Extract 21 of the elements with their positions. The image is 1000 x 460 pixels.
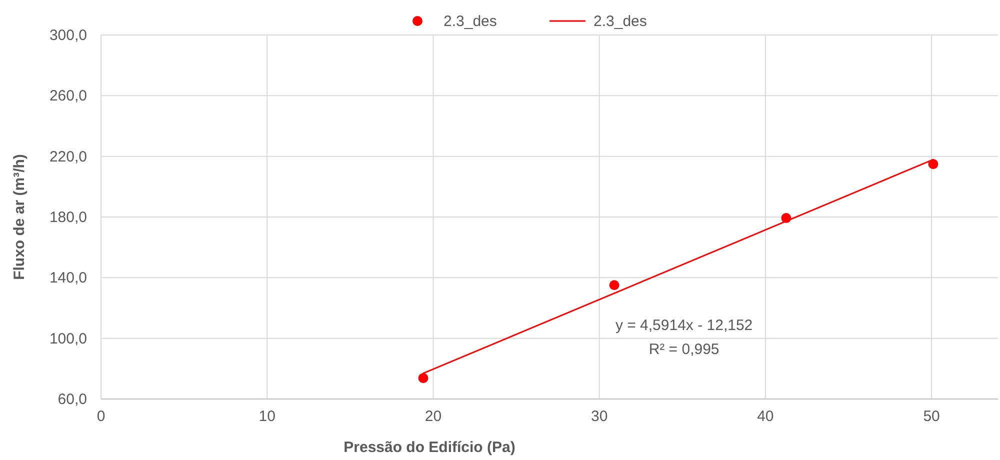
annotation: R² = 0,995 (648, 340, 720, 358)
x-tick-label: 40 (757, 408, 774, 425)
x-tick-label: 50 (923, 408, 940, 425)
x-axis-title: Pressão do Edifício (Pa) (344, 439, 516, 456)
x-tick-label: 30 (590, 408, 608, 425)
x-tick-label: 20 (424, 408, 442, 425)
x-tick-label: 0 (96, 408, 106, 425)
point (609, 280, 620, 290)
y-tick-label: 180,0 (49, 209, 87, 226)
point (418, 373, 428, 384)
y-tick-label: 140,0 (49, 270, 87, 287)
y-tick-label: 60,0 (58, 391, 87, 408)
x-tick-label: 10 (258, 408, 276, 425)
y-tick-label: 100,0 (49, 330, 87, 348)
legend-label: 2.3_des (444, 13, 497, 30)
y-tick-label: 260,0 (49, 88, 87, 105)
y-axis-title: Fluxo de ar (m³/h) (11, 154, 28, 280)
annotation: y = 4,5914x - 12,152 (615, 316, 753, 334)
legend-label: 2.3_des (594, 13, 647, 30)
y-tick-label: 300,0 (49, 27, 87, 44)
y-tick-label: 220,0 (49, 148, 87, 166)
